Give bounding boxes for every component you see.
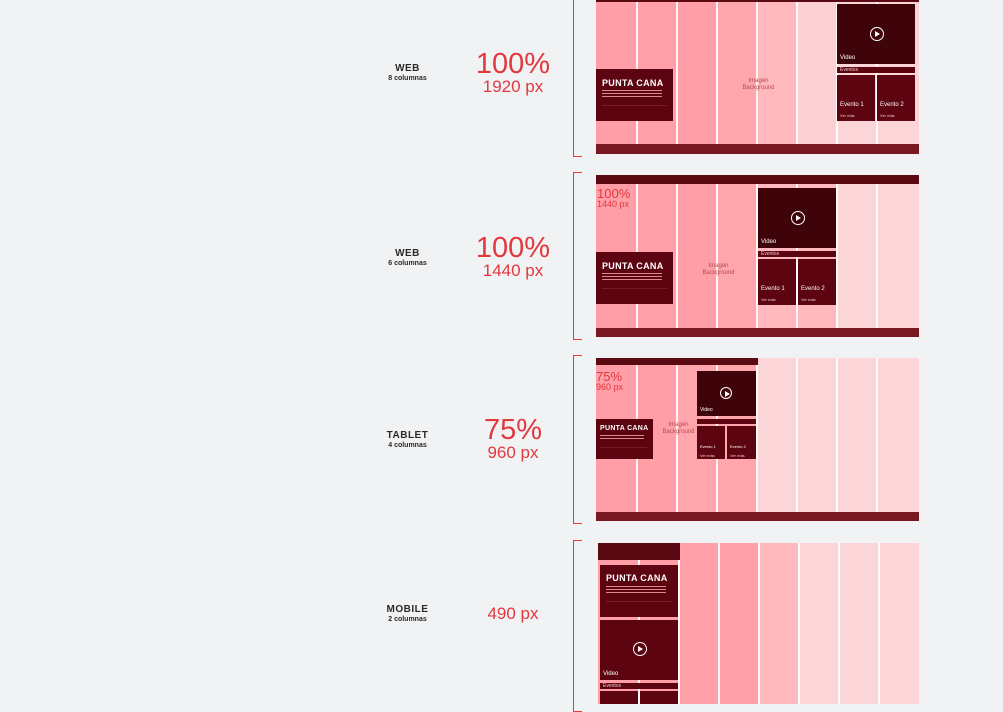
play-icon — [791, 211, 805, 225]
row-tablet-960: TABLET 4 columnas 75% 960 px 75% 960 px … — [0, 350, 1003, 525]
device-name: MOBILE — [386, 604, 429, 615]
device-columns: 4 columnas — [388, 442, 427, 449]
events-header: Eventos — [758, 251, 836, 257]
play-icon — [870, 27, 884, 41]
grid-canvas-4: 75% 960 px Imagen Background PUNTA CANA V… — [596, 358, 919, 521]
device-name: TABLET — [386, 430, 429, 441]
device-label: TABLET 4 columnas — [360, 430, 455, 449]
size-block: 100% 1440 px — [465, 234, 561, 280]
width-pixels: 490 px — [487, 604, 539, 623]
play-icon — [720, 387, 732, 399]
hero-controls — [600, 447, 647, 455]
hero-controls — [602, 288, 667, 298]
hero-card: PUNTA CANA — [596, 252, 673, 304]
video-label: Video — [603, 671, 619, 677]
width-pixels: 1440 px — [482, 261, 544, 280]
video-card: Video — [697, 371, 756, 416]
grid-canvas-8: Imagen Background PUNTA CANA Video Evento… — [596, 0, 919, 154]
background-image-label: Imagen Background — [742, 78, 775, 91]
event-card-2 — [640, 691, 678, 704]
row-bracket — [573, 0, 582, 157]
overlay-percent: 100% — [597, 186, 631, 201]
grid-canvas-2: PUNTA CANA Video Eventos — [598, 543, 919, 704]
row-web-1920: WEB 8 columnas 100% 1920 px Imagen Backgr… — [0, 0, 1003, 160]
row-bracket — [573, 355, 582, 524]
events-header: Eventos — [600, 683, 678, 689]
hero-title: PUNTA CANA — [600, 425, 649, 432]
video-label: Video — [700, 407, 713, 413]
hero-title: PUNTA CANA — [602, 261, 664, 271]
grid-canvas-6: 100% 1440 px Imagen Background PUNTA CANA… — [596, 175, 919, 337]
device-label: WEB 6 columnas — [360, 248, 455, 267]
hero-controls — [602, 105, 667, 115]
background-image-label: Imagen Background — [662, 422, 695, 435]
video-label: Video — [840, 55, 856, 61]
row-web-1440: WEB 6 columnas 100% 1440 px 100% 1440 px… — [0, 170, 1003, 340]
video-card: Video — [837, 4, 915, 64]
events-header: Eventos — [837, 67, 915, 73]
size-block: 490 px — [465, 605, 561, 623]
play-icon — [633, 642, 647, 656]
events-header — [697, 419, 756, 424]
size-block: 75% 960 px — [465, 416, 561, 462]
row-bracket — [573, 540, 582, 712]
hero-card: PUNTA CANA — [596, 419, 653, 459]
overlay-pixels: 1440 px — [597, 199, 630, 209]
event-card-2: Evento 2 Ver más — [727, 426, 756, 459]
hero-title: PUNTA CANA — [602, 78, 664, 88]
device-label: WEB 8 columnas — [360, 63, 455, 82]
event-card-2: Evento 2 Ver más — [798, 259, 836, 305]
width-percent: 100% — [475, 48, 551, 80]
event-card-1: Evento 1 Ver más — [697, 426, 725, 459]
device-columns: 8 columnas — [388, 75, 427, 82]
overlay-percent: 75% — [596, 369, 623, 384]
width-percent: 75% — [483, 414, 543, 446]
event-card-2: Evento 2 Ver más — [877, 75, 915, 121]
video-label: Video — [761, 239, 777, 245]
event-card-1: Evento 1 Ver más — [837, 75, 875, 121]
overlay-pixels: 960 px — [596, 382, 624, 392]
hero-controls — [606, 601, 672, 611]
device-columns: 6 columnas — [388, 260, 427, 267]
video-card: Video — [600, 620, 678, 680]
row-mobile-490: MOBILE 2 columnas 490 px PUNTA CANA Vide… — [0, 535, 1003, 712]
event-card-1 — [600, 691, 638, 704]
size-block: 100% 1920 px — [465, 50, 561, 96]
hero-card: PUNTA CANA — [600, 565, 678, 617]
row-bracket — [573, 172, 582, 340]
device-columns: 2 columnas — [388, 616, 427, 623]
background-image-label: Imagen Background — [702, 263, 735, 276]
hero-title: PUNTA CANA — [606, 573, 668, 583]
width-pixels: 960 px — [487, 443, 539, 462]
device-name: WEB — [395, 248, 420, 259]
device-label: MOBILE 2 columnas — [360, 604, 455, 623]
hero-card: PUNTA CANA — [596, 69, 673, 121]
width-pixels: 1920 px — [482, 77, 544, 96]
event-card-1: Evento 1 Ver más — [758, 259, 796, 305]
device-name: WEB — [395, 63, 420, 74]
video-card: Video — [758, 188, 836, 248]
width-percent: 100% — [475, 232, 551, 264]
